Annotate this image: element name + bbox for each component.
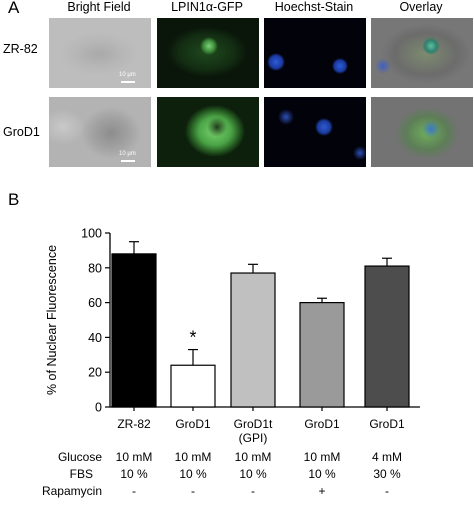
micrograph-zr82-hoechst [264,18,366,88]
condition-value: 10 % [120,467,148,481]
y-axis-label: % of Nuclear Fluorescence [45,245,59,395]
column-title-lpin1-gfp: LPIN1α-GFP [171,0,243,14]
row-label-zr82: ZR-82 [3,42,38,56]
column-title-bright-field: Bright Field [67,0,131,14]
condition-value: 10 % [239,467,267,481]
bar [111,253,157,408]
scale-bar-label: 10 μm [119,72,136,78]
condition-value: 10 % [179,467,207,481]
micrograph-grod1-bright-field: 10 μm [49,97,151,167]
scale-bar [121,160,135,162]
scale-bar-label: 10 μm [119,151,136,157]
bar [364,265,410,408]
bar [170,364,216,408]
condition-value: - [251,484,255,498]
condition-value: 30 % [373,467,401,481]
y-tick-label: 60 [88,296,102,310]
y-tick-label: 0 [95,401,102,415]
y-tick-label: 40 [88,331,102,345]
condition-value: 10 % [308,467,336,481]
condition-value: 10 mM [115,450,153,464]
condition-label: FBS [69,467,93,481]
category-label: GroD1 [175,417,211,431]
micrograph-zr82-bright-field: 10 μm [49,18,151,88]
condition-value: - [191,484,195,498]
bar-chart: % of Nuclear Fluorescence 0 20 40 60 80 100 ZR… [45,227,420,445]
condition-value: - [132,484,136,498]
column-title-overlay: Overlay [399,0,443,14]
panel-a-letter: A [8,0,20,17]
micrograph-grod1-hoechst [264,97,366,167]
category-label: GroD1 [369,417,405,431]
condition-label: Glucose [57,450,102,464]
significance-asterisk: * [189,328,196,348]
category-label: GroD1t [234,417,273,431]
y-tick-label: 80 [88,261,102,275]
y-tick-label: 100 [81,227,102,241]
condition-value: + [318,484,326,498]
condition-label: Rapamycin [41,484,102,498]
category-label: ZR-82 [117,417,151,431]
bar [230,272,276,408]
row-label-grod1: GroD1 [3,125,40,139]
micrograph-zr82-overlay [371,18,473,88]
y-tick-label: 20 [88,366,102,380]
condition-value: 4 mM [372,450,402,464]
condition-value: 10 mM [174,450,212,464]
micrograph-zr82-gfp [157,18,259,88]
bar [299,302,345,408]
condition-value: - [385,484,389,498]
category-label: GroD1 [304,417,340,431]
condition-value: 10 mM [303,450,341,464]
category-label: (GPI) [239,431,268,445]
column-title-hoechst-stain: Hoechst-Stain [274,0,354,14]
micrograph-grod1-overlay [371,97,473,167]
panel-b-letter: B [8,190,20,209]
micrograph-grod1-gfp [157,97,259,167]
condition-value: 10 mM [234,450,272,464]
scale-bar [121,81,135,83]
